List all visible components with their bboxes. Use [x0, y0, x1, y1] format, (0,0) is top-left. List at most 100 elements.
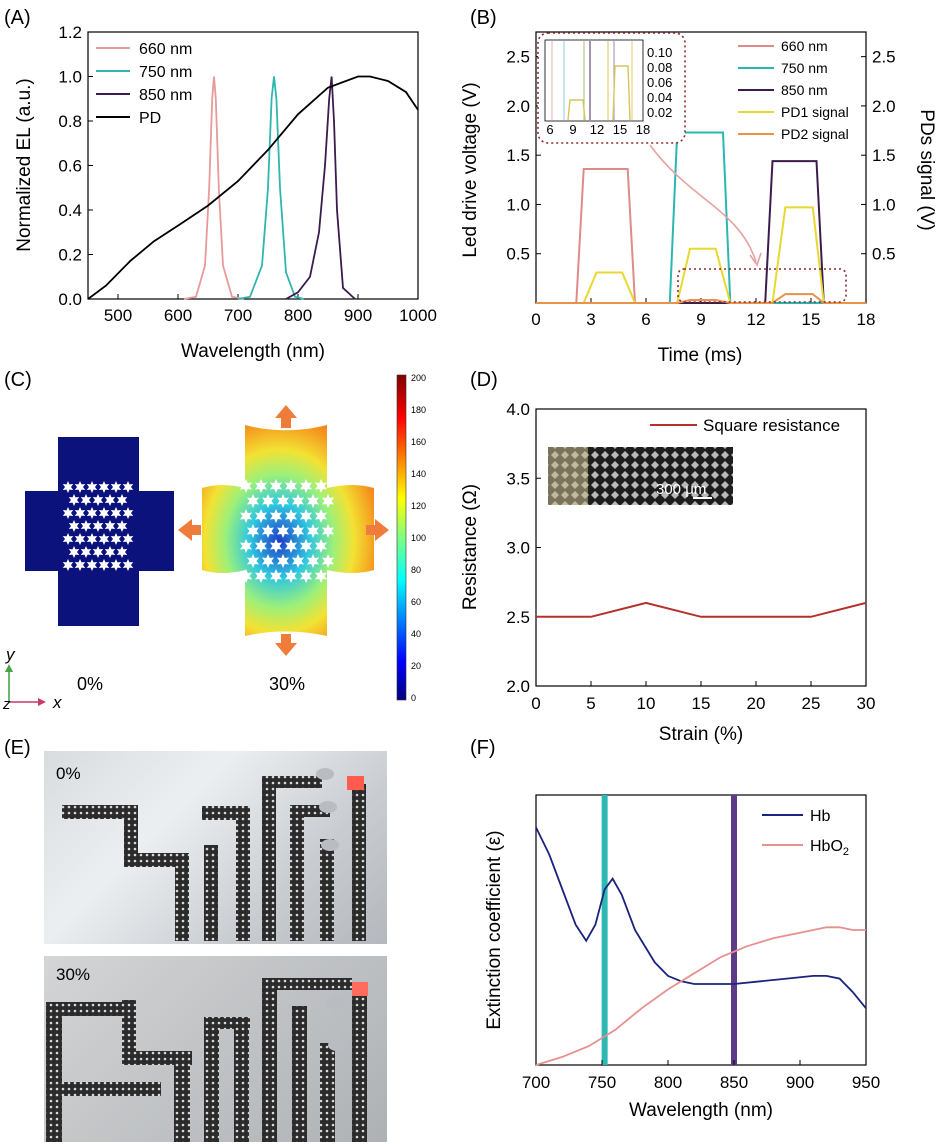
photodetector-icon: [326, 997, 344, 1009]
trace: [122, 1000, 136, 1065]
trace: [46, 1002, 122, 1016]
y-tick-label: 1.0: [58, 68, 82, 87]
x-tick-label: 9: [696, 310, 705, 329]
panel-d-yticks: 2.0 2.5 3.0 3.5 4.0: [506, 400, 541, 696]
kirigami-star: [110, 481, 122, 493]
x-tick-label: 20: [747, 694, 766, 713]
x-tick-label: 700: [522, 1073, 550, 1092]
kirigami-star: [269, 479, 283, 493]
kirigami-star: [276, 494, 290, 508]
kirigami-star: [62, 533, 74, 545]
panel-d-legend: Square resistance: [650, 416, 840, 435]
kirigami-star: [239, 569, 253, 583]
panel-b-right-yticks: 0.5 1.0 1.5 2.0 2.5: [861, 48, 896, 264]
kirigami-star: [246, 524, 260, 538]
kirigami-star: [284, 539, 298, 553]
panel-a-legend: 660 nm 750 nm 850 nm PD: [96, 41, 192, 127]
panel-d-series: [536, 601, 867, 618]
x-tick-label: 0: [531, 694, 540, 713]
x-tick-label: 750: [588, 1073, 616, 1092]
panel-b-zoom-box: [677, 268, 847, 303]
panel-a-xlabel: Wavelength (nm): [181, 341, 325, 362]
y-tick-label: 0.2: [58, 246, 82, 265]
led-red-icon: [352, 982, 368, 996]
kirigami-star: [269, 509, 283, 523]
kirigami-star: [122, 533, 134, 545]
kirigami-star: [284, 479, 298, 493]
trace: [352, 986, 367, 1142]
panel-b-zoom-arrow: [649, 144, 757, 263]
y-tick-label: 2.5: [506, 608, 530, 627]
trace: [262, 776, 276, 941]
panel-a: (A) 500 600 700 800 900 1000 0.0 0.2 0.4 0.6 0.8 1…: [4, 7, 437, 362]
kirigami-star: [110, 507, 122, 519]
x-tick-label: 10: [637, 694, 656, 713]
colorbar-tick-label: 60: [411, 597, 421, 607]
x-tick-label: 5: [586, 694, 595, 713]
x-tick-label: 1000: [399, 306, 437, 325]
legend-label: 850 nm: [139, 87, 192, 104]
panel-d-inset-edge: [548, 447, 588, 505]
panel-b-inset-yticks: 0.100.080.060.040.02: [647, 45, 672, 120]
series-line-pd1-signal: [536, 206, 866, 304]
inset-y-tick: 0.06: [647, 75, 672, 90]
kirigami-star: [239, 509, 253, 523]
x-tick-label: 15: [802, 310, 821, 329]
panel-b-inset-box: [537, 32, 686, 144]
inset-y-tick: 0.08: [647, 60, 672, 75]
kirigami-star: [246, 554, 260, 568]
series-line-750-nm: [536, 131, 866, 304]
legend-label: PD2 signal: [781, 126, 849, 142]
x-arrowhead-icon: [38, 698, 46, 706]
panel-f-ylabel: Extinction coefficient (ε): [484, 830, 505, 1029]
panel-b-xticks: 0 3 6 9 12 15 18: [531, 298, 875, 329]
kirigami-star: [86, 559, 98, 571]
panel-d-xticks: 0 5 10 15 20 25 30: [531, 681, 875, 713]
arrow-down-icon: [275, 634, 297, 656]
kirigami-star: [92, 520, 104, 532]
kirigami-star: [80, 546, 92, 558]
legend-label: 750 nm: [139, 64, 192, 81]
trace: [174, 1051, 190, 1142]
panel-b-series: [536, 131, 866, 304]
series-line-hbo2: [535, 926, 866, 1066]
x-tick-label: 15: [692, 694, 711, 713]
kirigami-star: [299, 569, 313, 583]
colorbar-tick-label: 80: [411, 565, 421, 575]
kirigami-star: [239, 539, 253, 553]
panel-b-yticks: 0.5 1.0 1.5 2.0 2.5: [506, 48, 541, 264]
kirigami-star: [299, 479, 313, 493]
kirigami-star: [68, 546, 80, 558]
legend-label: PD1 signal: [781, 104, 849, 120]
kirigami-star: [306, 494, 320, 508]
legend-label: Square resistance: [703, 416, 840, 435]
trace: [320, 839, 334, 941]
unstrained-cross: [25, 437, 174, 626]
kirigami-star: [321, 554, 335, 568]
panel-b-ylabel-right: PDs signal (V): [916, 109, 937, 230]
kirigami-star: [62, 507, 74, 519]
panel-b-legend: 660 nm 750 nm 850 nm PD1 signal PD2 signal: [738, 38, 849, 142]
legend-label: HbO2: [810, 838, 849, 858]
kirigami-star: [80, 520, 92, 532]
kirigami-star: [246, 494, 260, 508]
kirigami-star: [261, 494, 275, 508]
x-tick-label: 500: [104, 306, 132, 325]
inset-pulse: [612, 65, 631, 121]
photo-bottom-label: 30%: [56, 965, 90, 984]
kirigami-star: [104, 520, 116, 532]
kirigami-star: [98, 559, 110, 571]
trace: [124, 805, 138, 865]
legend-label: PD: [139, 110, 161, 127]
panel-f-xticks: 700 750 800 850 900 950: [522, 1060, 880, 1092]
colorbar-tick-label: 0: [411, 693, 416, 703]
kirigami-star: [306, 554, 320, 568]
arrow-left-icon: [178, 519, 201, 541]
panel-a-xticks: 500 600 700 800 900 1000: [104, 294, 437, 325]
electrodes-30-percent: 30%: [46, 965, 368, 1142]
kirigami-star: [254, 539, 268, 553]
legend-label: Hb: [810, 808, 831, 825]
y-tick-label: 0.5: [506, 245, 530, 264]
panel-b-ylabel: Led drive voltage (V): [460, 82, 481, 257]
